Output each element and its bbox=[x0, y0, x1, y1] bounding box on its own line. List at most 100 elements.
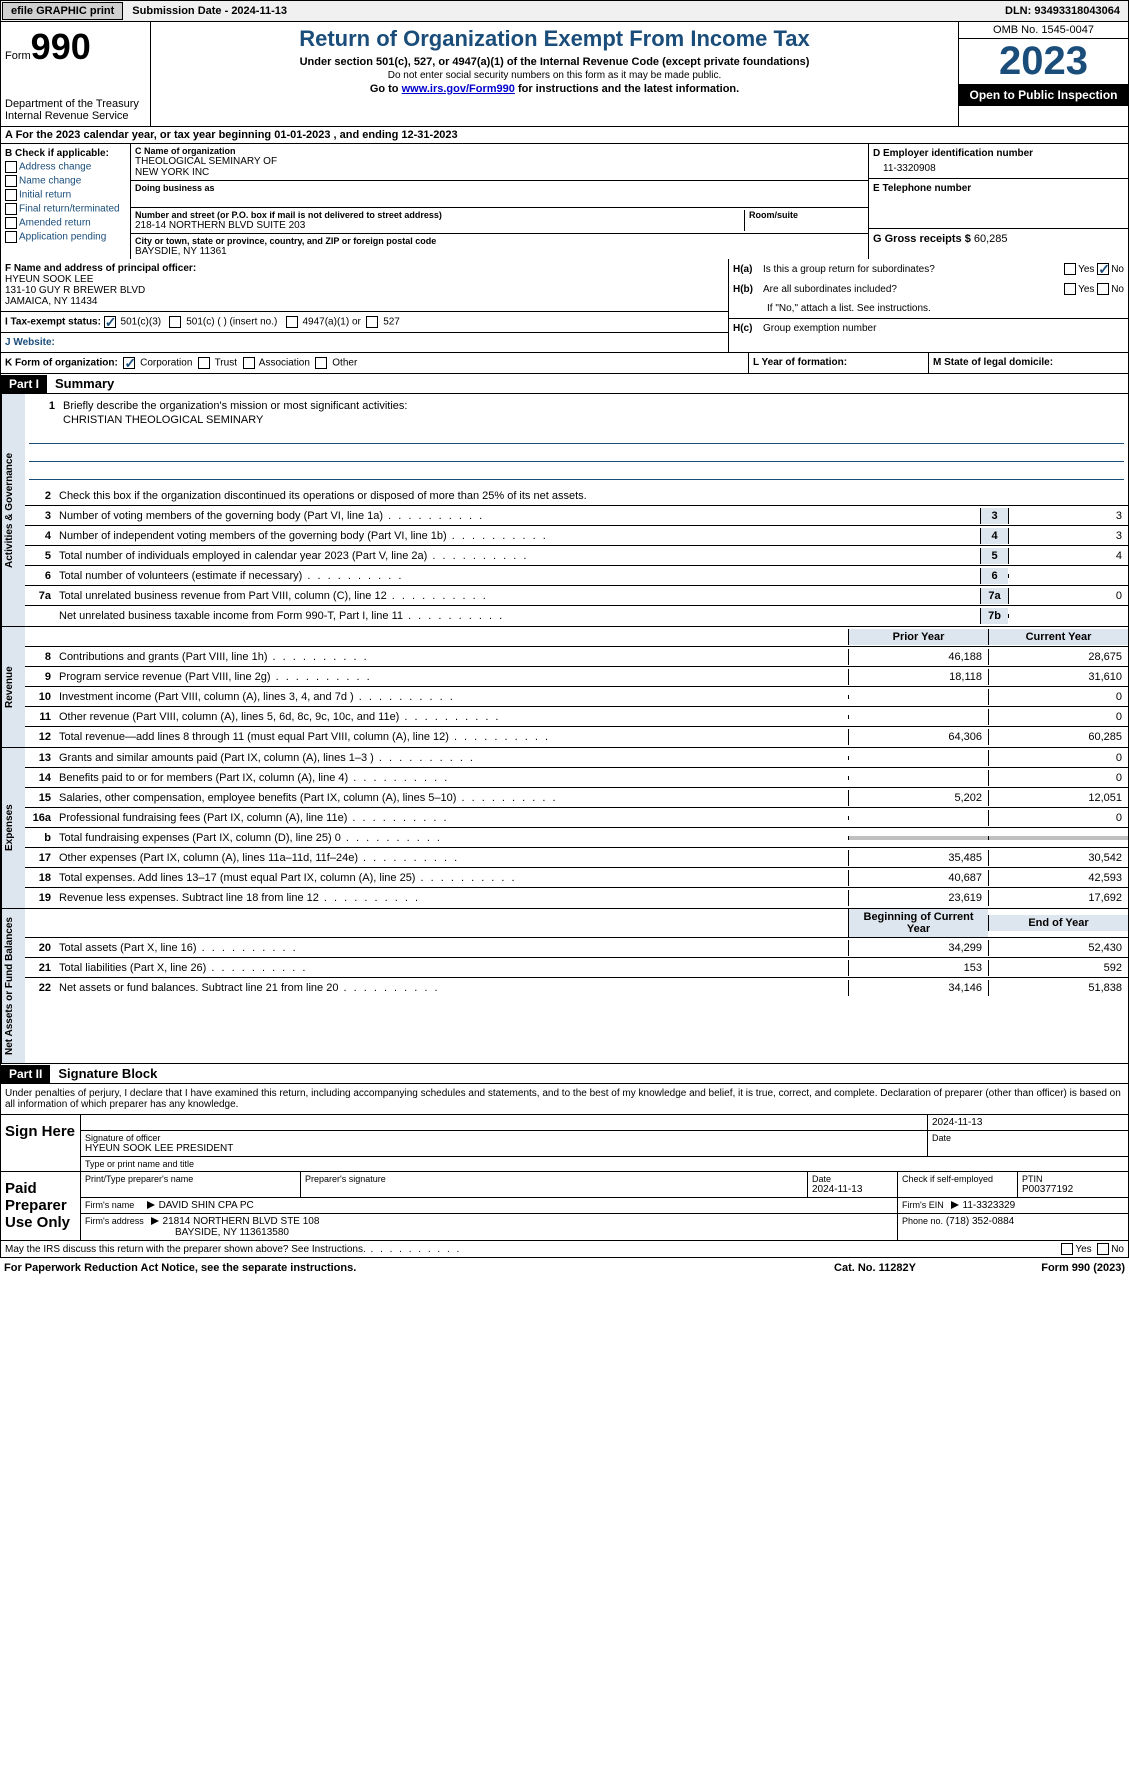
chk-final-return[interactable]: Final return/terminated bbox=[5, 203, 126, 215]
chk-501c3[interactable] bbox=[104, 316, 116, 328]
part1-title: Summary bbox=[47, 374, 122, 393]
line2: Check this box if the organization disco… bbox=[55, 488, 1128, 504]
discuss-no[interactable] bbox=[1097, 1243, 1109, 1255]
chk-corporation[interactable] bbox=[123, 357, 135, 369]
part2-title: Signature Block bbox=[50, 1064, 165, 1083]
summary-line-19: 19Revenue less expenses. Subtract line 1… bbox=[25, 888, 1128, 908]
topbar: efile GRAPHIC print Submission Date - 20… bbox=[0, 0, 1129, 22]
open-to-public: Open to Public Inspection bbox=[959, 84, 1128, 106]
chk-trust[interactable] bbox=[198, 357, 210, 369]
tax-period: A For the 2023 calendar year, or tax yea… bbox=[0, 127, 1129, 144]
summary-line-9: 9Program service revenue (Part VIII, lin… bbox=[25, 667, 1128, 687]
summary-line-12: 12Total revenue—add lines 8 through 11 (… bbox=[25, 727, 1128, 747]
cat-no: Cat. No. 11282Y bbox=[775, 1262, 975, 1274]
box-c: C Name of organization THEOLOGICAL SEMIN… bbox=[131, 144, 868, 259]
hb-text: Are all subordinates included? bbox=[763, 284, 1064, 295]
type-print-label: Type or print name and title bbox=[81, 1157, 1128, 1171]
gross-receipts-label: G Gross receipts $ bbox=[873, 233, 971, 245]
prep-name-label: Print/Type preparer's name bbox=[81, 1172, 301, 1197]
firm-addr2: BAYSIDE, NY 113613580 bbox=[85, 1227, 893, 1238]
box-f-i-j: F Name and address of principal officer:… bbox=[1, 259, 728, 352]
chk-4947[interactable] bbox=[286, 316, 298, 328]
prep-sig-label: Preparer's signature bbox=[301, 1172, 808, 1197]
summary-line-16a: 16aProfessional fundraising fees (Part I… bbox=[25, 808, 1128, 828]
period-mid: , and ending bbox=[334, 129, 402, 141]
period-end: 12-31-2023 bbox=[401, 129, 457, 141]
chk-address-change[interactable]: Address change bbox=[5, 161, 126, 173]
summary-line-22: 22Net assets or fund balances. Subtract … bbox=[25, 978, 1128, 998]
self-employed-check[interactable]: Check if self-employed bbox=[902, 1174, 993, 1184]
net-assets-section: Net Assets or Fund Balances Beginning of… bbox=[0, 909, 1129, 1064]
discuss-text: May the IRS discuss this return with the… bbox=[5, 1244, 1061, 1255]
room-label: Room/suite bbox=[749, 210, 864, 220]
gross-receipts-value: 60,285 bbox=[974, 233, 1008, 245]
subtitle-3: Go to www.irs.gov/Form990 for instructio… bbox=[155, 83, 954, 95]
end-year-head: End of Year bbox=[988, 915, 1128, 931]
city-state-zip: BAYSDIE, NY 11361 bbox=[135, 246, 864, 257]
summary-line-21: 21Total liabilities (Part X, line 26)153… bbox=[25, 958, 1128, 978]
firm-name: DAVID SHIN CPA PC bbox=[159, 1200, 254, 1211]
chk-amended[interactable]: Amended return bbox=[5, 217, 126, 229]
box-m: M State of legal domicile: bbox=[928, 353, 1128, 373]
dba-label: Doing business as bbox=[135, 183, 864, 193]
period-begin: 01-01-2023 bbox=[274, 129, 330, 141]
chk-501c[interactable] bbox=[169, 316, 181, 328]
summary-line-20: 20Total assets (Part X, line 16)34,29952… bbox=[25, 938, 1128, 958]
ha-no[interactable] bbox=[1097, 263, 1109, 275]
date-label: Date bbox=[932, 1133, 1124, 1143]
chk-other[interactable] bbox=[315, 357, 327, 369]
chk-app-pending[interactable]: Application pending bbox=[5, 231, 126, 243]
net-assets-label: Net Assets or Fund Balances bbox=[1, 909, 25, 1063]
hb-label: H(b) bbox=[733, 284, 763, 295]
ptin-value: P00377192 bbox=[1022, 1184, 1124, 1195]
paperwork-notice: For Paperwork Reduction Act Notice, see … bbox=[4, 1262, 775, 1274]
hb-no[interactable] bbox=[1097, 283, 1109, 295]
footer: For Paperwork Reduction Act Notice, see … bbox=[0, 1258, 1129, 1278]
firm-addr1: 21814 NORTHERN BLVD STE 108 bbox=[163, 1216, 320, 1227]
goto-post: for instructions and the latest informat… bbox=[515, 83, 739, 95]
box-b: B Check if applicable: Address change Na… bbox=[1, 144, 131, 259]
chk-527[interactable] bbox=[366, 316, 378, 328]
chk-initial-return[interactable]: Initial return bbox=[5, 189, 126, 201]
ein-value: 11-3320908 bbox=[873, 163, 1124, 174]
tax-year: 2023 bbox=[959, 39, 1128, 84]
officer-name-title: HYEUN SOOK LEE PRESIDENT bbox=[85, 1143, 923, 1154]
city-label: City or town, state or province, country… bbox=[135, 236, 864, 246]
sig-officer-label: Signature of officer bbox=[85, 1133, 923, 1143]
irs-link[interactable]: www.irs.gov/Form990 bbox=[402, 83, 515, 95]
header-right: OMB No. 1545-0047 2023 Open to Public In… bbox=[958, 22, 1128, 126]
telephone-label: E Telephone number bbox=[873, 183, 1124, 194]
form-footer: Form 990 (2023) bbox=[975, 1262, 1125, 1274]
goto-pre: Go to bbox=[370, 83, 402, 95]
officer-sign-date: 2024-11-13 bbox=[932, 1117, 1124, 1128]
box-d-e-g: D Employer identification number 11-3320… bbox=[868, 144, 1128, 259]
firm-phone: (718) 352-0884 bbox=[946, 1216, 1014, 1227]
begin-year-head: Beginning of Current Year bbox=[848, 909, 988, 937]
summary-line-b: bTotal fundraising expenses (Part IX, co… bbox=[25, 828, 1128, 848]
ptin-label: PTIN bbox=[1022, 1174, 1124, 1184]
dln: DLN: 93493318043064 bbox=[997, 3, 1128, 19]
revenue-section: Revenue Prior Year Current Year 8Contrib… bbox=[0, 627, 1129, 748]
hb-yes[interactable] bbox=[1064, 283, 1076, 295]
hc-text: Group exemption number bbox=[763, 323, 876, 334]
discuss-yes[interactable] bbox=[1061, 1243, 1073, 1255]
hc-label: H(c) bbox=[733, 323, 763, 334]
summary-line-15: 15Salaries, other compensation, employee… bbox=[25, 788, 1128, 808]
addr-label: Number and street (or P.O. box if mail i… bbox=[135, 210, 744, 220]
paid-preparer-label: Paid Preparer Use Only bbox=[1, 1172, 81, 1240]
efile-print-button[interactable]: efile GRAPHIC print bbox=[2, 2, 123, 20]
part1-header-row: Part I Summary bbox=[0, 374, 1129, 394]
street-address: 218-14 NORTHERN BLVD SUITE 203 bbox=[135, 220, 744, 231]
main-title: Return of Organization Exempt From Incom… bbox=[155, 26, 954, 52]
summary-line-14: 14Benefits paid to or for members (Part … bbox=[25, 768, 1128, 788]
form-number: 990 bbox=[31, 26, 91, 67]
ein-label: D Employer identification number bbox=[873, 148, 1124, 159]
chk-name-change[interactable]: Name change bbox=[5, 175, 126, 187]
signature-block: Under penalties of perjury, I declare th… bbox=[0, 1084, 1129, 1241]
summary-line-18: 18Total expenses. Add lines 13–17 (must … bbox=[25, 868, 1128, 888]
chk-association[interactable] bbox=[243, 357, 255, 369]
governance-label: Activities & Governance bbox=[1, 394, 25, 626]
org-name: THEOLOGICAL SEMINARY OF NEW YORK INC bbox=[135, 156, 864, 178]
summary-line-17: 17Other expenses (Part IX, column (A), l… bbox=[25, 848, 1128, 868]
ha-yes[interactable] bbox=[1064, 263, 1076, 275]
